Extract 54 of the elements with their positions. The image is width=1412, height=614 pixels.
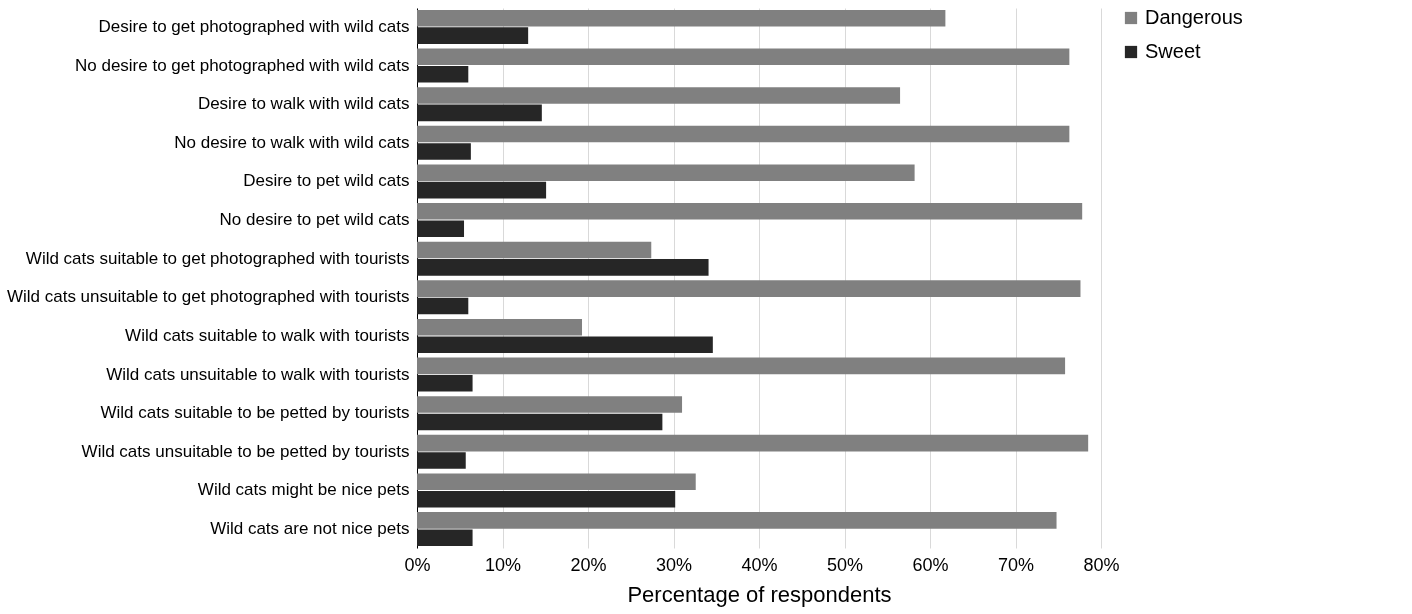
legend-label: Sweet: [1145, 40, 1202, 62]
bar: [417, 125, 1070, 143]
bar: [417, 512, 1057, 529]
bar: [417, 318, 583, 336]
bar: [417, 87, 901, 104]
bar: [417, 473, 696, 491]
y-tick-label: Desire to walk with wild cats: [197, 94, 410, 114]
x-tick-label: 70%: [997, 554, 1035, 575]
x-tick-label: 0%: [404, 554, 431, 575]
bar: [417, 220, 465, 238]
y-tick-label: Wild cats unsuitable to walk with tourists: [106, 364, 410, 384]
legend-label: Dangerous: [1145, 6, 1243, 28]
bar: [417, 65, 469, 83]
y-tick-label: Desire to get photographed with wild cats: [98, 16, 410, 36]
y-tick-label: No desire to get photographed with wild cats: [74, 55, 410, 75]
bar: [417, 280, 1081, 297]
x-tick-label: 50%: [826, 554, 864, 575]
x-tick-label: 20%: [570, 554, 607, 575]
y-tick-label: No desire to walk with wild cats: [174, 132, 410, 152]
bar: [417, 452, 466, 469]
x-tick-label: 80%: [1083, 554, 1120, 575]
bar: [417, 241, 652, 259]
y-tick-label: Wild cats suitable to be petted by tourists: [100, 403, 410, 423]
x-axis-title: Percentage of respondents: [627, 581, 892, 607]
bar: [417, 396, 683, 413]
bar: [417, 336, 713, 353]
bar: [417, 297, 469, 315]
bar: [417, 9, 946, 27]
bar: [417, 434, 1089, 452]
x-tick-label: 60%: [912, 554, 949, 575]
bar: [417, 203, 1083, 220]
x-tick-label: 30%: [655, 554, 693, 575]
bar: [417, 143, 471, 160]
bar: [417, 104, 542, 122]
bar: [417, 259, 709, 276]
bar: [417, 48, 1070, 66]
y-tick-label: Desire to pet wild cats: [243, 171, 410, 191]
bar: [417, 357, 1066, 375]
bar: [417, 375, 473, 392]
y-tick-label: Wild cats suitable to walk with tourists: [125, 325, 410, 345]
y-tick-label: Wild cats might be nice pets: [197, 480, 410, 500]
bar: [417, 490, 676, 508]
bar: [417, 413, 663, 431]
x-tick-label: 10%: [484, 554, 522, 575]
y-tick-label: Wild cats unsuitable to be petted by tourists: [81, 441, 410, 461]
y-tick-label: Wild cats are not nice pets: [210, 519, 410, 539]
y-tick-label: No desire to pet wild cats: [219, 210, 410, 230]
bar: [417, 164, 915, 181]
y-tick-label: Wild cats unsuitable to get photographed with tourists: [6, 287, 410, 307]
y-tick-label: Wild cats suitable to get photographed with tourists: [25, 248, 410, 268]
bar: [417, 27, 529, 44]
bar: [417, 529, 473, 547]
bar: [417, 181, 547, 199]
x-tick-label: 40%: [741, 554, 778, 575]
